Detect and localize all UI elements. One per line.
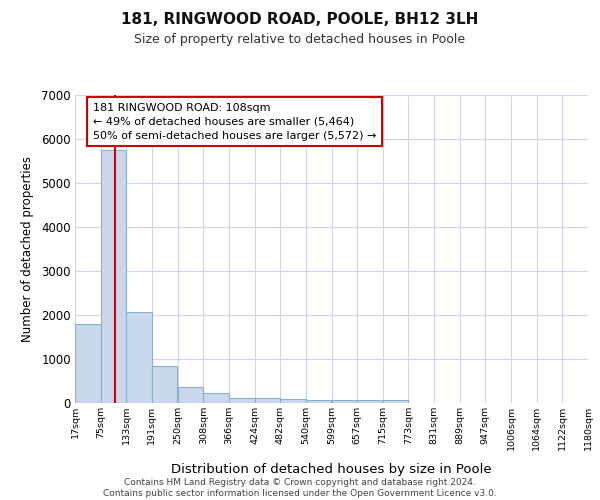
Bar — [126, 312, 152, 402]
Bar — [280, 399, 305, 402]
Bar — [358, 400, 383, 402]
Bar — [305, 400, 331, 402]
Bar — [152, 366, 178, 403]
Bar — [178, 386, 203, 402]
Text: Contains HM Land Registry data © Crown copyright and database right 2024.
Contai: Contains HM Land Registry data © Crown c… — [103, 478, 497, 498]
Bar — [101, 150, 126, 403]
Bar — [75, 324, 101, 402]
Bar — [203, 393, 229, 402]
Text: 181 RINGWOOD ROAD: 108sqm
← 49% of detached houses are smaller (5,464)
50% of se: 181 RINGWOOD ROAD: 108sqm ← 49% of detac… — [93, 102, 376, 141]
X-axis label: Distribution of detached houses by size in Poole: Distribution of detached houses by size … — [171, 464, 492, 476]
Bar — [332, 400, 358, 402]
Text: 181, RINGWOOD ROAD, POOLE, BH12 3LH: 181, RINGWOOD ROAD, POOLE, BH12 3LH — [121, 12, 479, 28]
Bar — [254, 398, 280, 402]
Y-axis label: Number of detached properties: Number of detached properties — [21, 156, 34, 342]
Text: Size of property relative to detached houses in Poole: Size of property relative to detached ho… — [134, 32, 466, 46]
Bar — [383, 400, 409, 402]
Bar — [229, 398, 254, 402]
